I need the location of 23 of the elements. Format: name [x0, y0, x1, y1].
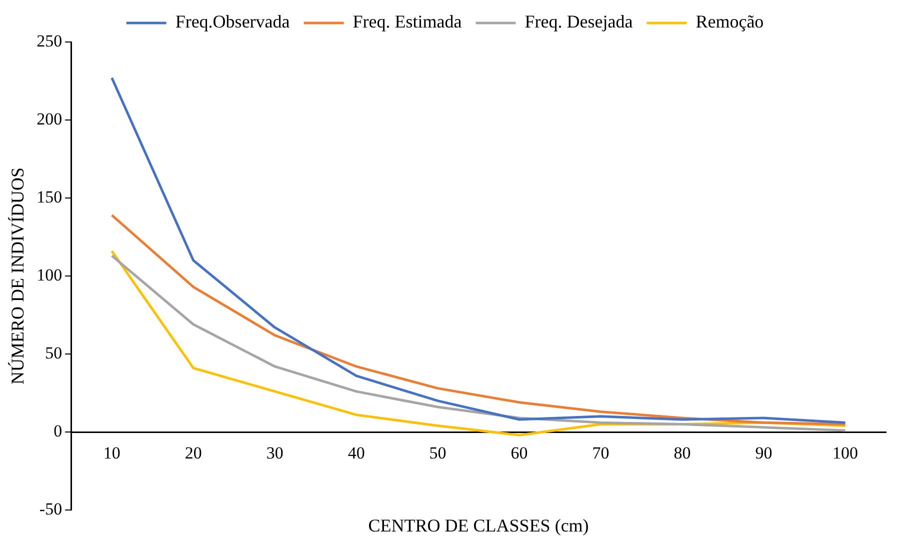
- x-axis-title: CENTRO DE CLASSES (cm): [368, 516, 589, 536]
- y-tick-label: 200: [36, 109, 62, 128]
- y-tick-label: 0: [54, 421, 62, 440]
- x-tick-label: 100: [832, 444, 858, 463]
- y-axis-title: NÚMERO DE INDIVÍDUOS: [8, 168, 28, 384]
- x-tick-label: 60: [510, 444, 528, 463]
- y-tick-label: 250: [36, 31, 62, 50]
- x-tick-label: 80: [674, 444, 691, 463]
- y-tick-label: -50: [39, 499, 62, 518]
- x-tick-label: 90: [755, 444, 772, 463]
- x-tick-label: 20: [184, 444, 202, 463]
- x-tick-label: 10: [103, 444, 120, 463]
- legend-label: Freq. Desejada: [524, 12, 633, 32]
- legend-label: Remoção: [696, 12, 764, 32]
- y-tick-label: 150: [36, 187, 62, 206]
- x-tick-label: 70: [592, 444, 610, 463]
- x-tick-label: 40: [348, 444, 365, 463]
- y-tick-label: 50: [45, 343, 62, 362]
- legend-label: Freq. Estimada: [352, 12, 462, 32]
- x-tick-label: 30: [266, 444, 284, 463]
- y-tick-label: 100: [36, 265, 62, 284]
- x-tick-label: 50: [429, 444, 446, 463]
- legend-label: Freq.Observada: [175, 12, 290, 32]
